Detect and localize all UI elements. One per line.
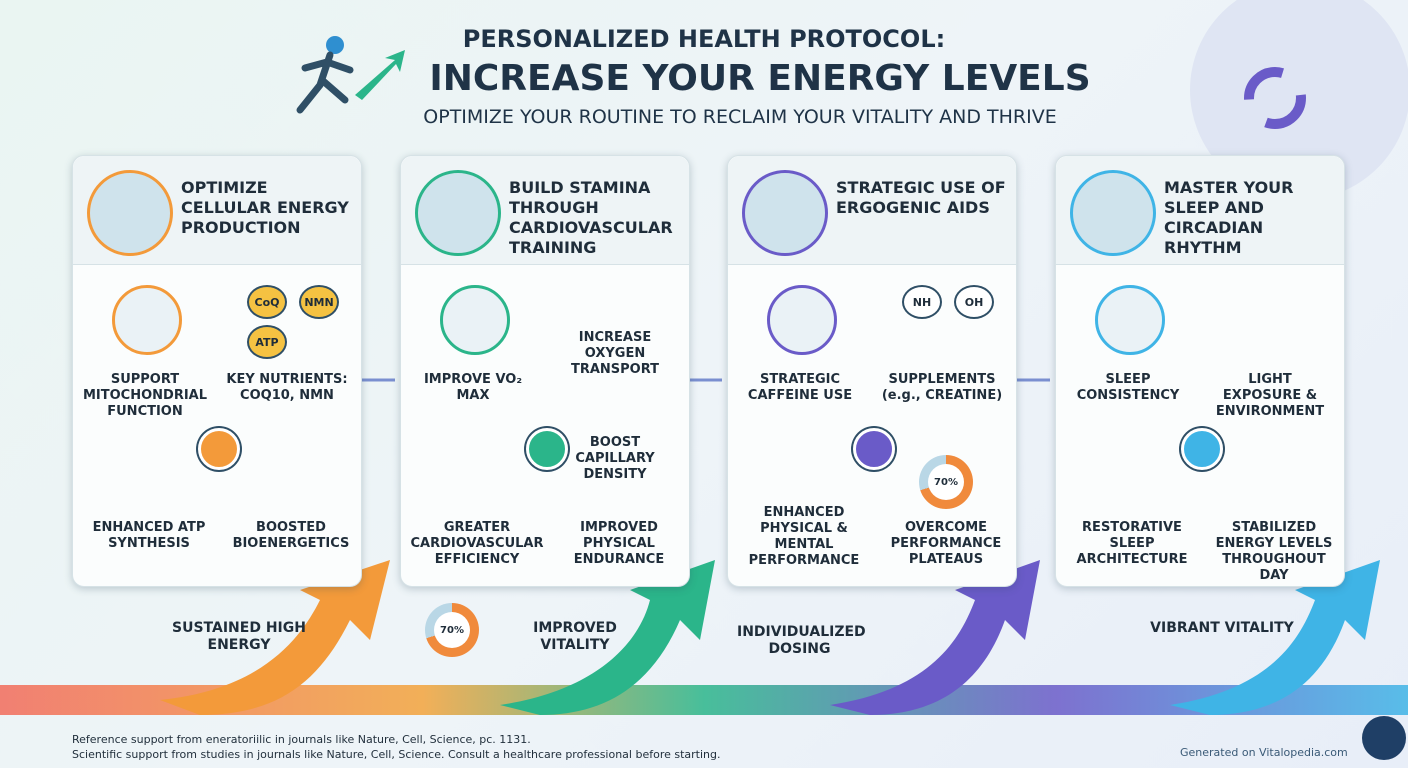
icon-label: CoQ: [247, 285, 287, 319]
result-text: IMPROVED VITALITY: [533, 620, 617, 653]
step-text: SUPPLEMENTS (e.g., CREATINE): [881, 372, 1003, 403]
step-text: IMPROVE VO₂ MAX: [423, 372, 523, 403]
badge-text: 70%: [434, 612, 470, 648]
badge-text: 70%: [928, 464, 964, 500]
footnote: Reference support from eneratoriilic in …: [72, 733, 531, 746]
rise-arrow: [500, 560, 715, 715]
step-text: KEY NUTRIENTS: COQ10, NMN: [226, 372, 348, 403]
panel-icon: [87, 170, 173, 256]
rise-arrow: [830, 560, 1040, 715]
item-icon: [1095, 285, 1165, 355]
item-icon: [767, 285, 837, 355]
branch-node: [853, 428, 895, 470]
icon-label: NMN: [299, 285, 339, 319]
panel-icon: [415, 170, 501, 256]
rise-arrow: [160, 560, 390, 715]
panel-header: BUILD STAMINA THROUGH CARDIOVASCULAR TRA…: [401, 156, 689, 265]
panel-header: MASTER YOUR SLEEP AND CIRCADIAN RHYTHM: [1056, 156, 1344, 265]
step-text: SUPPORT MITOCHONDRIAL FUNCTION: [82, 372, 208, 419]
outcome-text: GREATER CARDIOVASCULAR EFFICIENCY: [410, 520, 544, 567]
subtitle: OPTIMIZE YOUR ROUTINE TO RECLAIM YOUR VI…: [423, 106, 1057, 128]
step-text: STRATEGIC CAFFEINE USE: [747, 372, 853, 403]
branch-node: [526, 428, 568, 470]
title: INCREASE YOUR ENERGY LEVELS: [429, 58, 1091, 99]
step-text: SLEEP CONSISTENCY: [1076, 372, 1180, 403]
runner-icon: [296, 36, 405, 114]
panel-title: BUILD STAMINA THROUGH CARDIOVASCULAR TRA…: [509, 178, 673, 257]
pretitle: PERSONALIZED HEALTH PROTOCOL:: [462, 25, 946, 53]
icon-label: NH: [902, 285, 942, 319]
branch-node: [198, 428, 240, 470]
logo: [1362, 716, 1406, 760]
step-text: INCREASE OXYGEN TRANSPORT: [570, 330, 660, 377]
step-text: LIGHT EXPOSURE & ENVIRONMENT: [1215, 372, 1325, 419]
panel-title: OPTIMIZE CELLULAR ENERGY PRODUCTION: [181, 178, 349, 237]
item-icon: [440, 285, 510, 355]
footnote: Scientific support from studies in journ…: [72, 748, 721, 761]
panel-card: MASTER YOUR SLEEP AND CIRCADIAN RHYTHM: [1055, 155, 1345, 587]
outcome-text: STABILIZED ENERGY LEVELS THROUGHOUT DAY: [1215, 520, 1333, 583]
panel-icon: [742, 170, 828, 256]
outcome-text: BOOSTED BIOENERGETICS: [232, 520, 350, 551]
outcome-text: IMPROVED PHYSICAL ENDURANCE: [573, 520, 665, 567]
panel-header: STRATEGIC USE OF ERGOGENIC AIDS: [728, 156, 1016, 265]
step-text: BOOST CAPILLARY DENSITY: [575, 435, 655, 482]
panel-title: MASTER YOUR SLEEP AND CIRCADIAN RHYTHM: [1164, 178, 1294, 257]
rise-arrow: [1170, 560, 1380, 715]
decor-donut: [1244, 67, 1306, 129]
panel-card: STRATEGIC USE OF ERGOGENIC AIDS: [727, 155, 1017, 587]
percent-badge: 70%: [425, 603, 479, 657]
icon-label: ATP: [247, 325, 287, 359]
outcome-text: OVERCOME PERFORMANCE PLATEAUS: [890, 520, 1002, 567]
panel-card: BUILD STAMINA THROUGH CARDIOVASCULAR TRA…: [400, 155, 690, 587]
credit: Generated on Vitalopedia.com: [1180, 746, 1348, 759]
result-text: SUSTAINED HIGH ENERGY: [172, 620, 306, 653]
result-text: VIBRANT VITALITY: [1150, 620, 1294, 636]
panel-title: STRATEGIC USE OF ERGOGENIC AIDS: [836, 178, 1006, 217]
item-icon: [112, 285, 182, 355]
outcome-text: ENHANCED PHYSICAL & MENTAL PERFORMANCE: [748, 505, 860, 568]
panel-card: OPTIMIZE CELLULAR ENERGY PRODUCTION: [72, 155, 362, 587]
icon-label: OH: [954, 285, 994, 319]
panel-icon: [1070, 170, 1156, 256]
percent-badge: 70%: [919, 455, 973, 509]
outcome-text: RESTORATIVE SLEEP ARCHITECTURE: [1076, 520, 1188, 567]
result-text: INDIVIDUALIZED DOSING: [737, 624, 866, 657]
panel-header: OPTIMIZE CELLULAR ENERGY PRODUCTION: [73, 156, 361, 265]
branch-node: [1181, 428, 1223, 470]
outcome-text: ENHANCED ATP SYNTHESIS: [92, 520, 206, 551]
